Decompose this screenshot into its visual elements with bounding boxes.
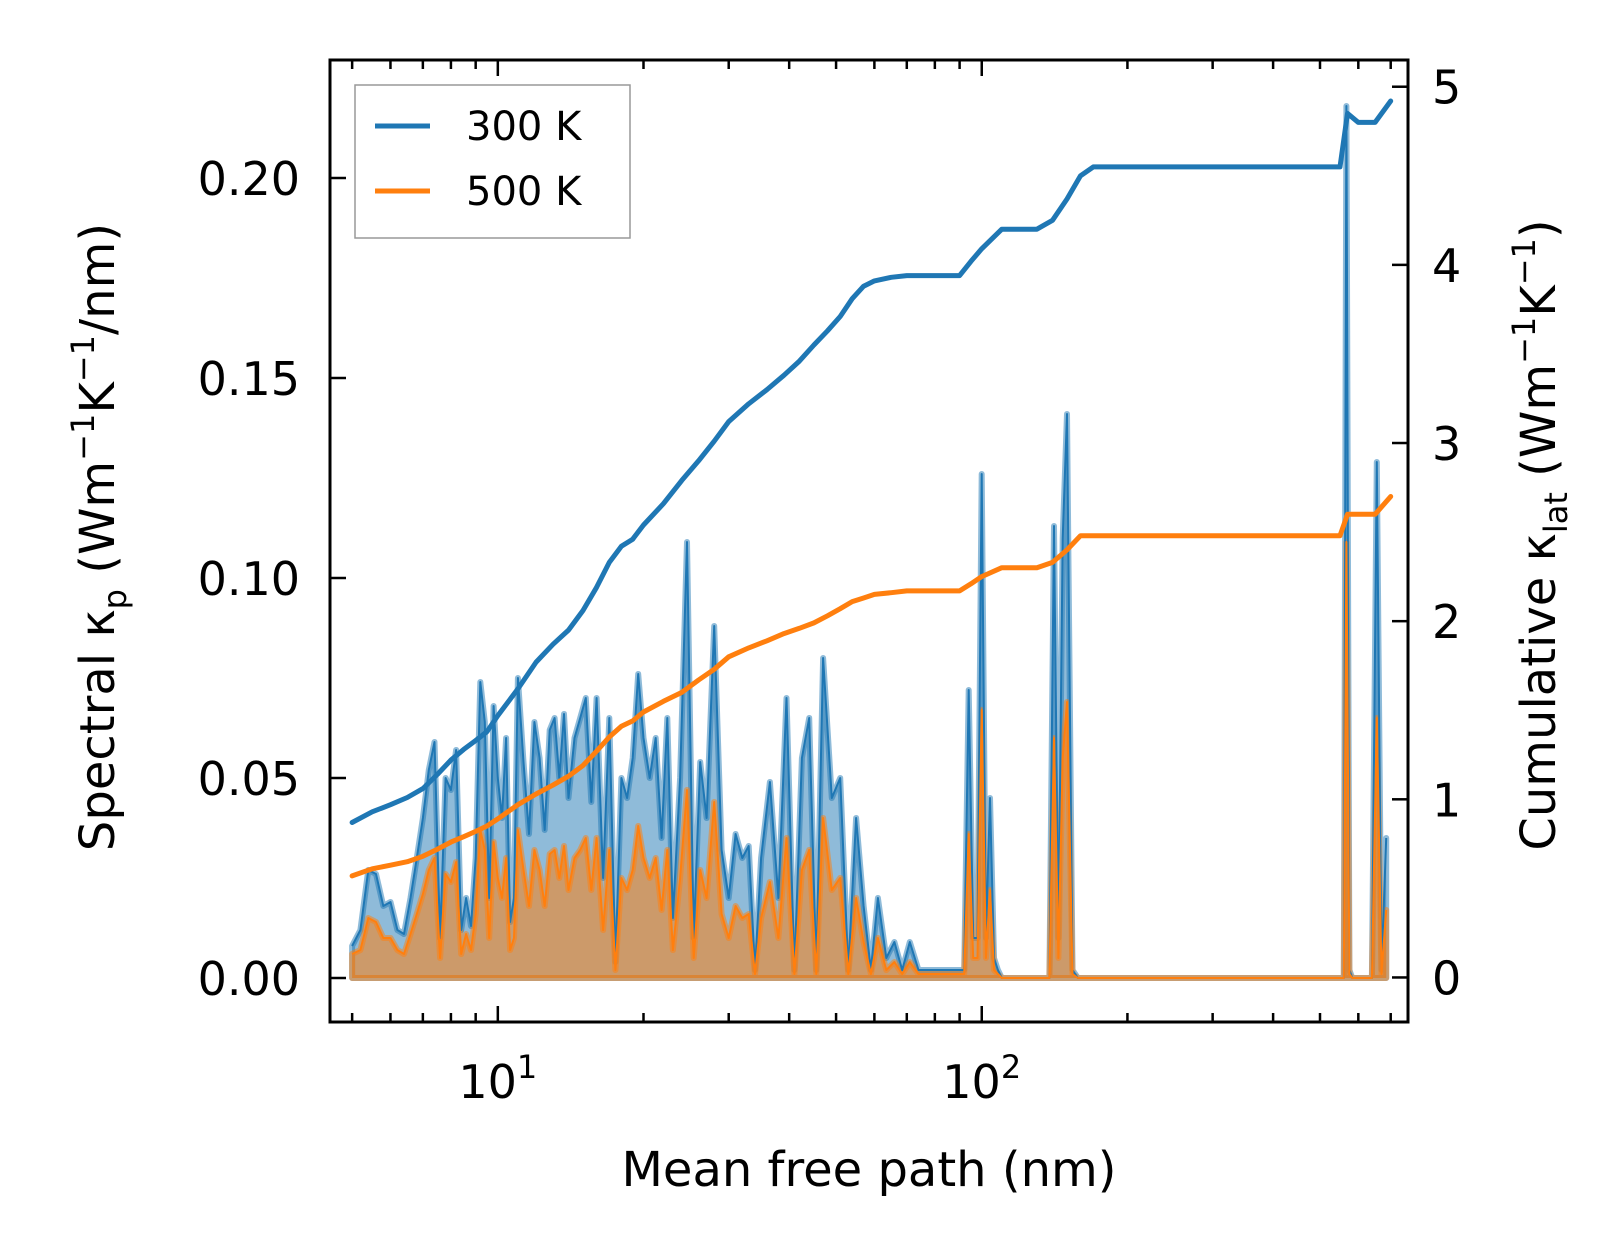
cumulative-line-500k: [349, 494, 1394, 879]
y-axis-title-left: Spectral κp (Wm−1K−1/nm): [64, 223, 134, 851]
y-tick-label-right: 3: [1432, 417, 1461, 471]
y-left-title-main: Spectral κ: [70, 609, 126, 851]
legend: 300 K 500 K: [354, 84, 631, 239]
y-tick-label-left: 0.20: [198, 152, 300, 206]
y-tick-label-right: 1: [1432, 773, 1461, 827]
spectral-line-500k: [351, 541, 1388, 979]
y-tick-label-left: 0.00: [198, 952, 300, 1006]
y-left-title-unit-a: (Wm: [70, 461, 126, 589]
y-tick-label-right: 0: [1432, 951, 1461, 1005]
y-right-title-sup-b: −1: [1505, 238, 1543, 285]
y-right-title-sup-a: −1: [1505, 317, 1543, 364]
y-left-title-sub: p: [96, 589, 134, 609]
y-tick-label-left: 0.15: [198, 352, 300, 406]
y-right-title-main: Cumulative κ: [1511, 533, 1567, 851]
y-right-title-unit-a: (Wm: [1511, 364, 1567, 492]
y-tick-label-right: 5: [1432, 61, 1461, 115]
y-tick-label-left: 0.10: [198, 552, 300, 606]
cumulative-line-300k: [349, 98, 1394, 825]
spectral-lines: [351, 105, 1388, 979]
plot-frame: [328, 58, 1410, 1024]
x-tick-label: 101: [458, 1048, 537, 1109]
y-left-title-unit-b: K: [70, 381, 126, 414]
y-axis-title-right: Cumulative κlat (Wm−1K−1): [1505, 219, 1575, 850]
x-tick-label-exponent: 1: [517, 1048, 537, 1086]
x-tick-label: 102: [942, 1048, 1021, 1109]
y-tick-label-right: 4: [1432, 239, 1461, 293]
cumulative-lines: [349, 98, 1394, 879]
y-tick-label-left: 0.05: [198, 752, 300, 806]
x-tick-label-base: 10: [942, 1055, 1001, 1109]
legend-box: [354, 84, 631, 239]
y-right-title-sub: lat: [1537, 492, 1575, 533]
y-right-title-unit-b: K: [1511, 284, 1567, 317]
legend-label-500k: 500 K: [466, 169, 583, 215]
legend-label-300k: 300 K: [466, 104, 583, 150]
y-left-title-unit-c: /nm): [70, 223, 126, 335]
y-left-title-sup-a: −1: [64, 414, 102, 461]
y-right-title-unit-c: ): [1511, 219, 1567, 238]
x-axis-title: Mean free path (nm): [622, 1142, 1117, 1198]
x-tick-label-exponent: 2: [1001, 1048, 1021, 1086]
y-tick-label-right: 2: [1432, 595, 1461, 649]
y-left-title-sup-b: −1: [64, 335, 102, 382]
x-tick-label-base: 10: [458, 1055, 517, 1109]
